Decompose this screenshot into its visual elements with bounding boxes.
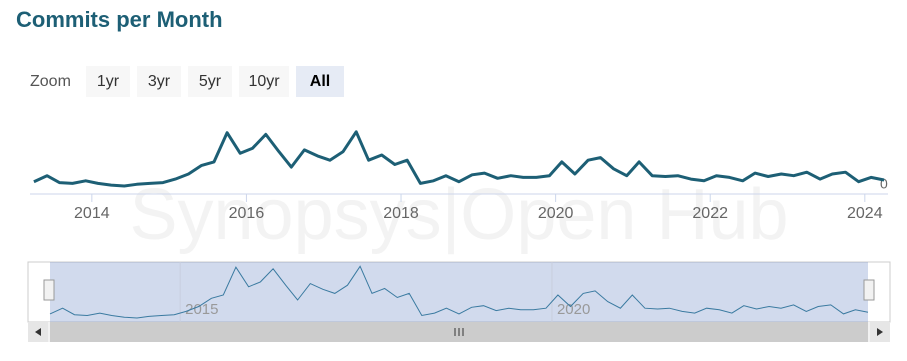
navigator-mask[interactable] xyxy=(50,262,868,322)
navigator: 2015 2020 xyxy=(27,261,891,342)
zoom-label: Zoom xyxy=(30,73,71,90)
arrow-icon xyxy=(35,328,41,336)
zoom-button-label: 1yr xyxy=(97,73,120,90)
x-tick-label: 2020 xyxy=(538,205,574,222)
zoom-button-label: 10yr xyxy=(248,73,280,90)
navigator-line xyxy=(49,265,869,319)
navigator-tick-label: 2020 xyxy=(557,301,590,318)
x-tick-label: 2014 xyxy=(74,205,110,222)
zoom-button[interactable] xyxy=(296,66,344,97)
x-tick-label: 2022 xyxy=(692,205,728,222)
zoom-button[interactable] xyxy=(137,66,181,97)
navigator-handle[interactable] xyxy=(863,279,875,301)
zoom-button[interactable] xyxy=(239,66,289,97)
grip-icon xyxy=(454,328,464,336)
arrow-icon xyxy=(877,328,883,336)
zoom-button[interactable] xyxy=(188,66,232,97)
zoom-buttons: 1yr 3yr 5yr 10yr All xyxy=(86,66,344,97)
zoom-button-label: All xyxy=(310,73,330,90)
watermark: Synopsys|Open Hub xyxy=(129,175,788,255)
data-line xyxy=(33,130,885,188)
zoom-button[interactable] xyxy=(86,66,130,97)
zoom-button-label: 3yr xyxy=(148,73,171,90)
chart-title: Commits per Month xyxy=(16,7,223,32)
navigator-tick-label: 2015 xyxy=(185,301,218,318)
zoom-button-label: 5yr xyxy=(199,73,222,90)
x-tick-label: 2024 xyxy=(847,205,883,222)
navigator-handle[interactable] xyxy=(43,279,55,301)
x-tick-label: 2016 xyxy=(229,205,265,222)
x-tick-label: 2018 xyxy=(383,205,419,222)
y-tick-label: 0 xyxy=(880,176,888,192)
navigator-frame xyxy=(27,261,891,323)
